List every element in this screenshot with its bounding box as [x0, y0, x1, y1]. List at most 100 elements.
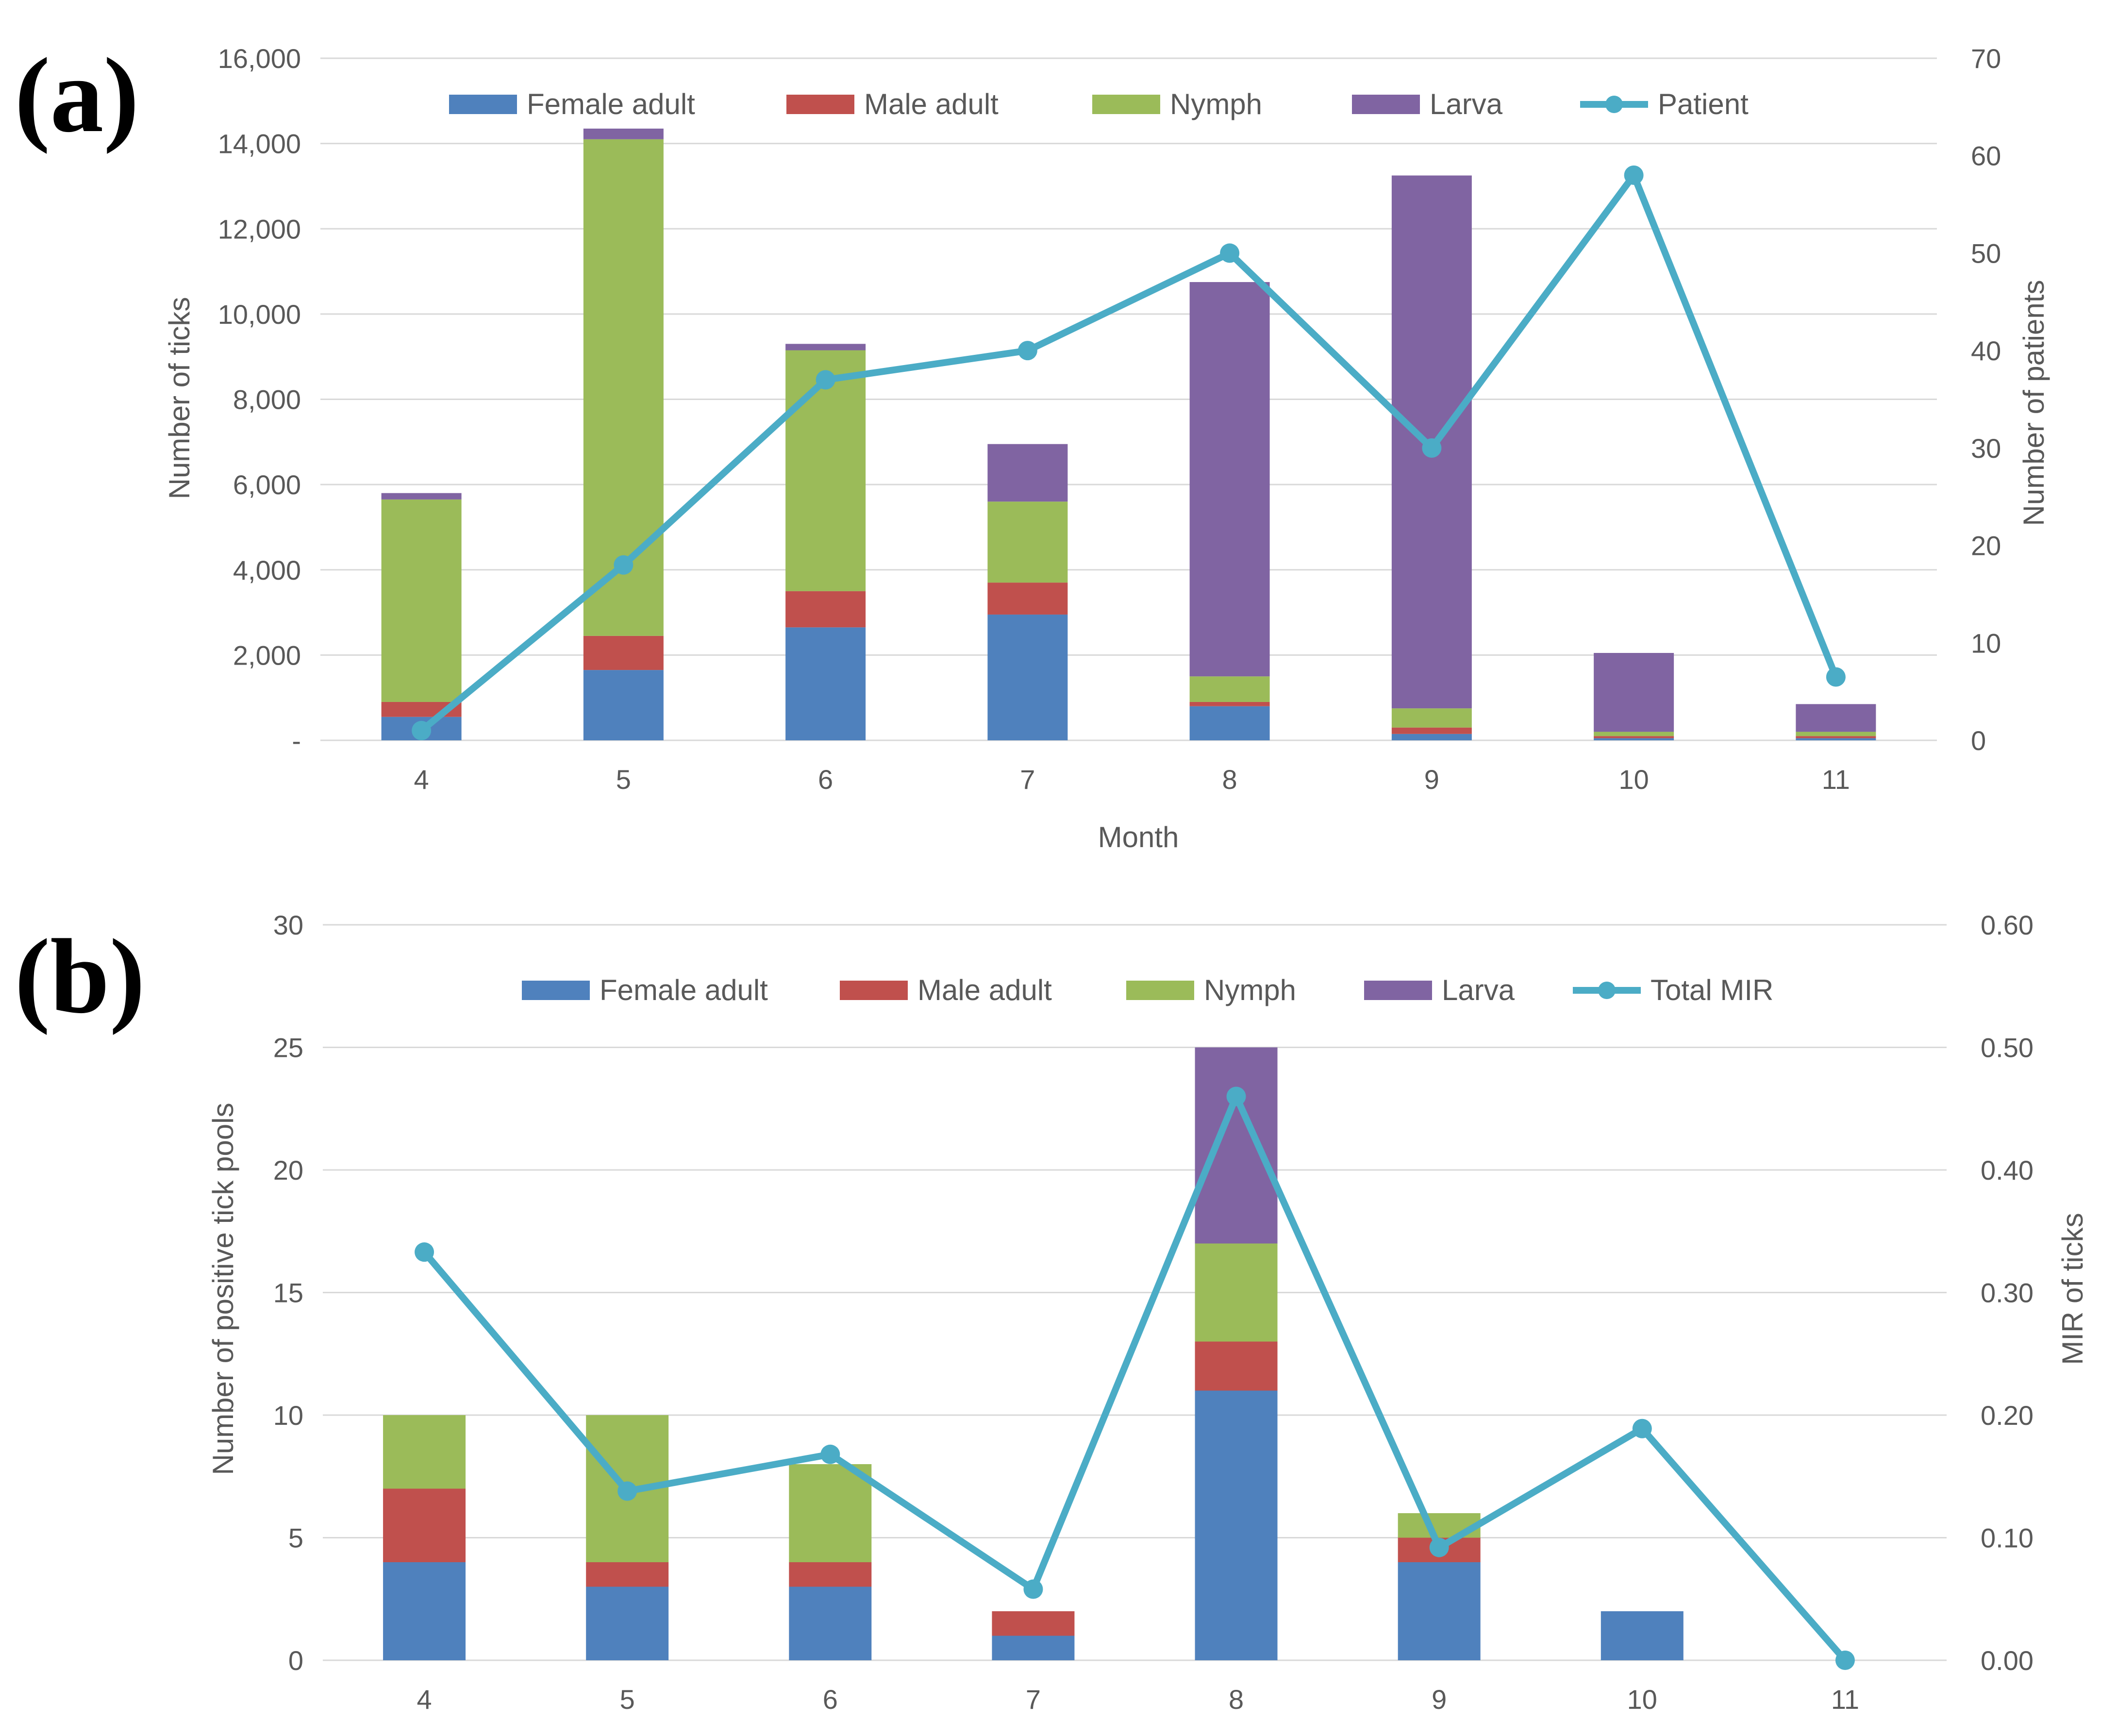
- a-y-tick-label: 4,000: [233, 555, 301, 585]
- b-legend-label: Male adult: [917, 974, 1052, 1006]
- b-y2-tick-label: 0.50: [1981, 1033, 2034, 1063]
- a-x-tick-label: 10: [1618, 764, 1649, 795]
- a-x-tick-label: 11: [1822, 764, 1850, 795]
- a-legend-swatch: [1352, 95, 1420, 114]
- a-bar-male-adult: [1189, 701, 1270, 706]
- b-bar-male-adult: [789, 1562, 872, 1587]
- b-bar-male-adult: [586, 1562, 669, 1587]
- a-bar-nymph: [1391, 708, 1472, 728]
- a-bar-male-adult: [1391, 727, 1472, 734]
- a-line-point: [816, 370, 835, 390]
- b-line-point: [1023, 1579, 1043, 1599]
- b-legend-swatch: [1126, 981, 1194, 1000]
- a-bar-female-adult: [1796, 738, 1876, 740]
- b-line-point: [415, 1242, 434, 1262]
- a-bar-male-adult: [1796, 736, 1876, 738]
- a-legend-label: Nymph: [1170, 88, 1262, 120]
- a-y2-tick-label: 60: [1971, 141, 2001, 171]
- b-line-point: [820, 1444, 840, 1464]
- b-bar-nymph: [1195, 1243, 1278, 1342]
- a-line-series: [419, 171, 1839, 734]
- b-x-tick-label: 4: [417, 1684, 432, 1715]
- b-legend-swatch: [840, 981, 908, 1000]
- b-line-point: [1429, 1537, 1449, 1557]
- a-y-tick-label: 14,000: [218, 129, 301, 159]
- b-x-tick-label: 5: [620, 1684, 635, 1715]
- a-x-tick-label: 5: [616, 764, 631, 795]
- a-bar-male-adult: [1594, 736, 1674, 738]
- b-legend-label: Nymph: [1204, 974, 1296, 1006]
- a-legend-swatch: [1092, 95, 1160, 114]
- a-y-tick-label: -: [292, 725, 301, 756]
- a-bar-nymph: [1594, 732, 1674, 736]
- a-y-tick-label: 10,000: [218, 299, 301, 330]
- panel-a-legend: Female adult Male adult Nymph Larva Patient: [449, 88, 1749, 120]
- a-x-tick-label: 8: [1222, 764, 1237, 795]
- b-line-point: [1632, 1419, 1652, 1438]
- b-bar-larva: [1195, 1047, 1278, 1244]
- a-bar-nymph: [785, 350, 866, 591]
- a-bar-female-adult: [785, 627, 866, 740]
- panel-a-label: (a): [15, 36, 139, 154]
- panel-a-x-axis-title: Month: [1098, 821, 1179, 853]
- a-x-tick-label: 9: [1424, 764, 1439, 795]
- b-legend-label: Female adult: [600, 974, 768, 1006]
- a-bar-nymph: [1189, 676, 1270, 702]
- a-bar-nymph: [583, 139, 664, 636]
- b-legend-marker: [1598, 982, 1616, 999]
- a-bar-female-adult: [1189, 706, 1270, 740]
- a-legend-label: Female adult: [527, 88, 695, 120]
- b-bar-female-adult: [1195, 1390, 1278, 1660]
- b-line-point: [617, 1481, 637, 1501]
- a-line-point: [1422, 438, 1442, 458]
- a-bar-nymph: [987, 501, 1068, 583]
- b-y2-tick-label: 0.60: [1981, 910, 2034, 940]
- a-bar-larva: [1796, 704, 1876, 732]
- a-line-point: [1017, 341, 1037, 361]
- panel-b-chart: (b) 0 5 10 15 20 25 30 0.00 0.10 0.20 0.30 0.40 0.5…: [15, 910, 2089, 1715]
- b-y-tick-label: 30: [273, 910, 303, 940]
- b-x-tick-label: 9: [1432, 1684, 1447, 1715]
- b-bar-female-adult: [383, 1562, 466, 1660]
- panel-b-legend: Female adult Male adult Nymph Larva Total MI…: [522, 974, 1773, 1006]
- a-line-point: [1826, 667, 1846, 687]
- a-bar-male-adult: [785, 591, 866, 628]
- b-y2-tick-label: 0.00: [1981, 1645, 2034, 1676]
- b-bar-female-adult: [586, 1586, 669, 1660]
- a-line-point: [614, 555, 633, 575]
- a-bar-female-adult: [987, 614, 1068, 740]
- b-x-tick-label: 11: [1831, 1684, 1859, 1715]
- b-bar-female-adult: [1600, 1611, 1684, 1660]
- a-line-point: [1624, 165, 1644, 185]
- a-y2-tick-label: 30: [1971, 433, 2001, 464]
- a-x-tick-label: 4: [414, 764, 429, 795]
- b-x-tick-label: 8: [1229, 1684, 1244, 1715]
- a-bar-larva: [1189, 282, 1270, 677]
- a-legend-label: Male adult: [864, 88, 999, 120]
- b-bar-nymph: [789, 1464, 872, 1562]
- a-y2-tick-label: 70: [1971, 43, 2001, 74]
- b-bar-female-adult: [1398, 1562, 1481, 1660]
- b-bar-male-adult: [383, 1488, 466, 1562]
- a-x-tick-label: 6: [818, 764, 833, 795]
- b-y-tick-label: 5: [288, 1523, 303, 1553]
- b-legend-label: Total MIR: [1650, 974, 1773, 1006]
- a-legend-swatch: [449, 95, 517, 114]
- a-y-tick-label: 8,000: [233, 384, 301, 415]
- b-x-tick-label: 6: [823, 1684, 838, 1715]
- b-y-tick-label: 20: [273, 1155, 303, 1185]
- b-y-tick-label: 0: [288, 1645, 303, 1676]
- a-bar-male-adult: [583, 635, 664, 670]
- panel-b-y-axis-title: Number of positive tick pools: [207, 1103, 239, 1475]
- b-y2-tick-label: 0.40: [1981, 1155, 2034, 1185]
- a-y-tick-label: 6,000: [233, 469, 301, 500]
- a-y-tick-label: 12,000: [218, 214, 301, 244]
- a-y2-tick-label: 0: [1971, 725, 1986, 756]
- a-bar-male-adult: [987, 583, 1068, 615]
- a-bar-larva: [987, 444, 1068, 502]
- b-line-point: [1835, 1651, 1855, 1670]
- a-line-point: [412, 720, 432, 740]
- a-y-tick-label: 2,000: [233, 640, 301, 670]
- a-bar-female-adult: [583, 670, 664, 740]
- b-y2-tick-label: 0.20: [1981, 1400, 2034, 1431]
